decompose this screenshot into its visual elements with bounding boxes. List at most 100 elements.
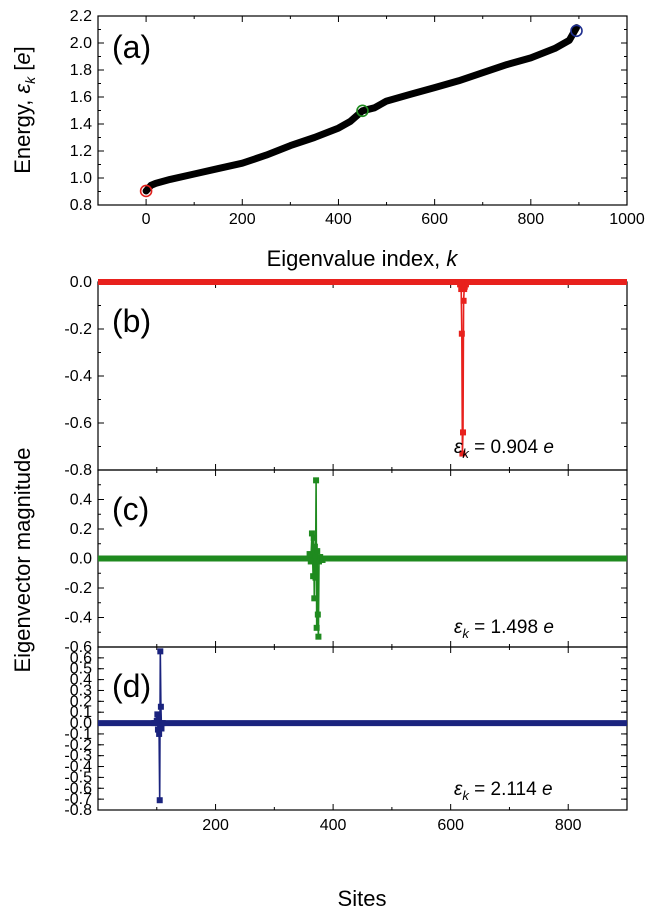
x-axis-label: Sites <box>338 886 387 911</box>
annotation-symbol: ε <box>454 437 463 458</box>
y-tick-label: -0.4 <box>64 759 92 776</box>
energy-annotation: εk = 1.498 e <box>454 617 554 641</box>
y-label-text: [ <box>10 65 35 77</box>
annotation-subscript: k <box>462 788 470 803</box>
eigenvector-point <box>314 611 321 618</box>
y-tick-label: -0.3 <box>64 748 92 765</box>
y-label-text: ] <box>10 46 35 52</box>
x-tick-label: 200 <box>202 817 229 834</box>
y-label-unit: e <box>10 52 35 64</box>
y-tick-label: 0.0 <box>70 551 92 568</box>
y-tick-label: 0.6 <box>70 650 92 667</box>
annotation-symbol: ε <box>454 617 463 638</box>
x-tick-label: 1000 <box>609 211 645 228</box>
eigenvector-point <box>319 556 326 563</box>
panel-label: (d) <box>112 668 151 704</box>
eigenvector-point <box>460 297 467 304</box>
panel-a-energy-spectrum: 0.8 1.0 1.2 1.4 1.6 1.8 2.0 2.2 0 200 400 600 800 100… <box>10 8 645 271</box>
x-tick-label: 600 <box>421 211 448 228</box>
y-tick-label: 0.3 <box>70 682 92 699</box>
eigenvector-point <box>311 543 318 550</box>
x-tick-label: 800 <box>517 211 544 228</box>
y-tick-label: -0.6 <box>64 415 92 432</box>
x-axis-label: Eigenvalue index, k <box>267 246 459 271</box>
eigenvector-point <box>157 648 164 655</box>
eigenvector-point <box>464 279 471 285</box>
y-tick-label: -0.5 <box>64 769 92 786</box>
eigenvector-point <box>457 281 464 288</box>
y-tick-label: -0.4 <box>64 368 92 385</box>
y-tick-label: -0.8 <box>64 462 92 479</box>
eigenvector-point <box>311 595 318 602</box>
y-tick-label: 0.1 <box>70 704 92 721</box>
eigenvector-point <box>159 720 166 727</box>
y-tick-label: 2.2 <box>70 8 92 25</box>
y-tick-label: -0.7 <box>64 791 92 808</box>
eigenvector-point <box>458 330 465 337</box>
y-label-text: Energy, <box>10 93 35 173</box>
energy-annotation: εk = 0.904 e <box>454 437 554 461</box>
x-label-symbol: k <box>446 246 458 271</box>
eigenvector-point <box>316 558 323 565</box>
panel-label: (c) <box>112 491 149 527</box>
y-tick-label: 0.4 <box>70 672 92 689</box>
y-tick-label: -0.2 <box>64 321 92 338</box>
annotation-value: = 0.904 <box>469 437 543 458</box>
x-tick-label: 400 <box>325 211 352 228</box>
eigenvector-point <box>312 574 319 581</box>
eigenvector-point <box>157 703 164 710</box>
y-tick-label: 0.8 <box>70 197 92 214</box>
x-tick-label: 600 <box>437 817 464 834</box>
y-tick-label: 0.0 <box>70 715 92 732</box>
y-tick-label: -0.2 <box>64 580 92 597</box>
energy-annotation: εk = 2.114 e <box>454 779 553 803</box>
plot-frame <box>97 646 628 811</box>
y-tick-label: 0.0 <box>70 274 92 291</box>
y-tick-label: -0.6 <box>64 639 92 656</box>
annotation-subscript: k <box>462 446 470 461</box>
eigenvector-point <box>310 534 317 541</box>
y-tick-label: 0.2 <box>70 693 92 710</box>
y-tick-label: 2.0 <box>70 35 92 52</box>
y-tick-label: 0.4 <box>70 492 92 509</box>
eigenvalue-series <box>142 24 580 195</box>
y-tick-label: -0.1 <box>64 726 92 743</box>
x-tick-label: 0 <box>142 211 151 228</box>
y-tick-label: -0.4 <box>64 610 92 627</box>
eigenvector-point <box>156 797 163 804</box>
annotation-symbol: ε <box>454 779 463 800</box>
eigenvector-point <box>154 711 161 718</box>
annotation-value: = 1.498 <box>469 617 543 638</box>
panel-label: (b) <box>112 303 151 339</box>
x-tick-label: 800 <box>555 817 582 834</box>
panel-d-eigenvector: 0.60.50.40.30.20.10.0-0.1-0.2-0.3-0.4-0.… <box>64 646 628 911</box>
highlighted-eigenvalue <box>139 184 153 198</box>
y-tick-label: 1.2 <box>70 143 92 160</box>
annotation-subscript: k <box>462 626 470 641</box>
y-axis-label: Energy, εk [e] <box>10 46 38 174</box>
x-label-text: Eigenvalue index, <box>267 246 447 271</box>
y-label-subscript: k <box>22 76 38 84</box>
panel-c-eigenvector: 0.4 0.2 0.0 -0.2 -0.4 -0.6 (c) εk = 1.498 e <box>64 469 628 656</box>
eigenvector-point <box>459 450 466 457</box>
y-tick-label: -0.6 <box>64 780 92 797</box>
y-tick-label: 1.0 <box>70 170 92 187</box>
y-tick-label: 1.4 <box>70 116 92 133</box>
y-tick-label: -0.2 <box>64 737 92 754</box>
eigenvector-point <box>156 730 163 737</box>
highlighted-eigenvalue <box>570 24 583 38</box>
panel-b-eigenvector: 0.0 -0.2 -0.4 -0.6 -0.8 (b) εk = 0.904 e <box>64 274 628 479</box>
eigenvector-point <box>155 714 162 721</box>
y-tick-label: 1.8 <box>70 62 92 79</box>
annotation-unit: e <box>543 437 554 458</box>
eigenvector-point <box>306 551 313 558</box>
x-tick-label: 200 <box>229 211 256 228</box>
shared-y-axis-label: Eigenvector magnitude <box>10 447 35 672</box>
eigenvector-point <box>153 717 160 724</box>
eigenvector-point <box>308 530 315 537</box>
annotation-value: = 2.114 <box>469 779 542 800</box>
y-tick-label: -0.8 <box>64 802 92 819</box>
eigenvector-point <box>303 555 310 562</box>
eigenvector-point <box>158 725 165 732</box>
